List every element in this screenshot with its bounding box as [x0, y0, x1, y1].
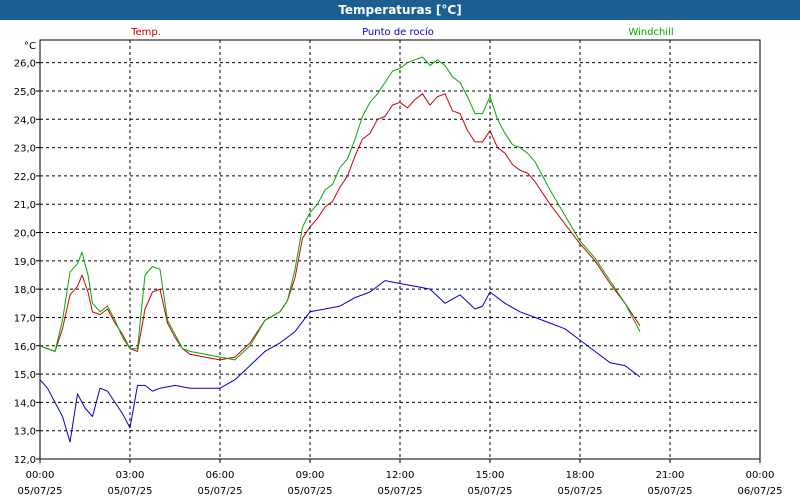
x-tick-time: 00:00: [26, 470, 55, 481]
y-tick-label: 12,0: [14, 455, 36, 466]
x-tick-date: 05/07/25: [648, 486, 693, 497]
x-tick-time: 00:00: [746, 470, 775, 481]
x-tick-date: 05/07/25: [108, 486, 153, 497]
legend-entry: Punto de rocío: [362, 26, 434, 38]
series-lines: [39, 56, 641, 443]
x-tick-time: 15:00: [476, 470, 505, 481]
x-tick-date: 05/07/25: [378, 486, 423, 497]
y-tick-label: 19,0: [14, 257, 36, 268]
x-tick-time: 03:00: [116, 470, 145, 481]
x-tick-time: 21:00: [656, 470, 685, 481]
y-tick-label: 15,0: [14, 370, 36, 381]
y-tick-label: 23,0: [14, 144, 36, 155]
y-tick-label: 17,0: [14, 313, 36, 324]
x-tick-date: 05/07/25: [18, 486, 63, 497]
x-tick-date: 05/07/25: [288, 486, 333, 497]
y-tick-label: 25,0: [14, 87, 36, 98]
x-tick-time: 18:00: [566, 470, 595, 481]
x-tick-date: 05/07/25: [468, 486, 513, 497]
y-axis-unit: °C: [24, 41, 36, 52]
y-tick-label: 14,0: [14, 398, 36, 409]
y-tick-label: 22,0: [14, 172, 36, 183]
legend-entry: Windchill: [628, 27, 673, 38]
y-tick-label: 26,0: [14, 59, 36, 70]
y-tick-label: 18,0: [14, 285, 36, 296]
x-tick-time: 12:00: [386, 470, 415, 481]
y-tick-label: 13,0: [14, 427, 36, 438]
legend-entry: Temp.: [130, 27, 161, 38]
axes: 12,0 13,0 14,0 15,0 16,0 17,0 18,0 19,0 20,0 21,0…: [14, 41, 783, 497]
series-line-2: [39, 56, 641, 361]
series-line-1: [39, 280, 641, 443]
y-tick-label: 21,0: [14, 200, 36, 211]
temperature-chart: 12,0 13,0 14,0 15,0 16,0 17,0 18,0 19,0 20,0 21,0…: [14, 26, 783, 497]
x-tick-date: 05/07/25: [558, 486, 603, 497]
x-tick-time: 09:00: [296, 470, 325, 481]
x-tick-date: 05/07/25: [198, 486, 243, 497]
chart-title: Temperaturas [°C]: [0, 0, 800, 20]
legend: Temp. Punto de rocío Windchill: [130, 26, 674, 38]
x-tick-time: 06:00: [206, 470, 235, 481]
y-tick-label: 24,0: [14, 115, 36, 126]
y-tick-label: 16,0: [14, 342, 36, 353]
x-tick-date: 06/07/25: [738, 486, 783, 497]
y-tick-label: 20,0: [14, 229, 36, 240]
